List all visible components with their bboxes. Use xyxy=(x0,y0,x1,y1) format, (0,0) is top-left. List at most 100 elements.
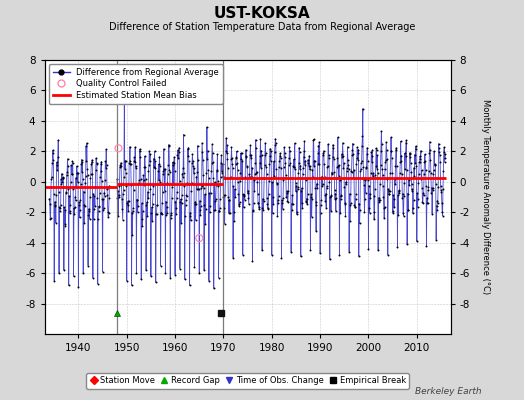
Point xyxy=(46,216,54,222)
Point xyxy=(430,148,438,154)
Point xyxy=(151,279,160,286)
Point xyxy=(316,250,324,256)
Point xyxy=(93,280,102,287)
Point xyxy=(388,170,397,177)
Point xyxy=(187,188,195,194)
Point xyxy=(168,195,176,201)
Point xyxy=(78,159,86,166)
Point xyxy=(101,192,109,199)
Point xyxy=(329,142,337,148)
Point xyxy=(353,154,361,161)
Point xyxy=(180,183,189,190)
Point xyxy=(292,211,301,217)
Point xyxy=(257,152,266,158)
Point xyxy=(322,184,331,191)
Point xyxy=(93,160,101,167)
Point xyxy=(256,136,265,142)
Point xyxy=(258,247,266,254)
Point xyxy=(51,198,59,205)
Point xyxy=(191,199,200,205)
Point xyxy=(422,242,431,249)
Point xyxy=(424,168,433,174)
Point xyxy=(241,174,249,180)
Point xyxy=(433,198,442,204)
Point xyxy=(195,198,204,204)
Point xyxy=(167,215,175,221)
Point xyxy=(137,176,145,182)
Point xyxy=(247,173,256,180)
Point xyxy=(87,161,95,168)
Point xyxy=(158,211,166,218)
Point xyxy=(292,188,300,194)
Point xyxy=(288,207,296,214)
Point xyxy=(248,208,257,214)
Point xyxy=(157,210,166,216)
Point xyxy=(326,193,335,200)
Point xyxy=(156,179,165,186)
Point xyxy=(82,158,91,164)
Point xyxy=(370,186,379,193)
Point xyxy=(292,182,301,189)
Point xyxy=(428,185,436,191)
Point xyxy=(403,241,411,247)
Point xyxy=(119,190,127,197)
Point xyxy=(131,144,139,150)
Point xyxy=(153,202,161,208)
Point xyxy=(204,167,212,173)
Point xyxy=(118,216,127,223)
Point xyxy=(135,176,144,183)
Point xyxy=(210,207,219,214)
Point xyxy=(395,188,403,194)
Point xyxy=(74,284,83,290)
Point xyxy=(234,179,242,186)
Point xyxy=(116,164,124,170)
Point xyxy=(311,185,320,191)
Point xyxy=(104,210,113,216)
Point xyxy=(275,192,283,199)
Point xyxy=(244,195,253,201)
Point xyxy=(86,174,95,181)
Point xyxy=(83,172,92,178)
Point xyxy=(327,192,335,198)
Point xyxy=(410,164,418,171)
Point xyxy=(359,164,367,170)
Point xyxy=(294,160,303,166)
Point xyxy=(125,158,134,164)
Point xyxy=(283,198,292,205)
Point xyxy=(152,211,160,217)
Point xyxy=(357,158,366,165)
Point xyxy=(79,270,88,276)
Point xyxy=(338,154,346,160)
Point xyxy=(366,190,374,197)
Point xyxy=(160,146,168,152)
Point xyxy=(195,270,203,276)
Point xyxy=(440,159,449,165)
Point xyxy=(353,144,362,150)
Point xyxy=(412,162,421,169)
Point xyxy=(291,180,300,186)
Point xyxy=(183,180,191,186)
Point xyxy=(364,246,373,252)
Point xyxy=(210,285,218,292)
Point xyxy=(280,144,288,150)
Point xyxy=(208,141,216,147)
Point xyxy=(67,162,75,168)
Point xyxy=(340,184,348,190)
Point xyxy=(421,158,430,164)
Point xyxy=(326,194,334,200)
Point xyxy=(261,140,269,146)
Point xyxy=(61,223,70,229)
Point xyxy=(95,203,103,210)
Point xyxy=(332,174,341,181)
Point xyxy=(226,174,235,180)
Point xyxy=(317,197,325,203)
Point xyxy=(372,163,380,169)
Point xyxy=(385,191,393,197)
Point xyxy=(94,216,102,222)
Point xyxy=(62,190,70,197)
Point xyxy=(91,184,100,190)
Point xyxy=(389,192,398,198)
Point xyxy=(423,195,431,201)
Point xyxy=(172,205,180,212)
Point xyxy=(285,162,293,168)
